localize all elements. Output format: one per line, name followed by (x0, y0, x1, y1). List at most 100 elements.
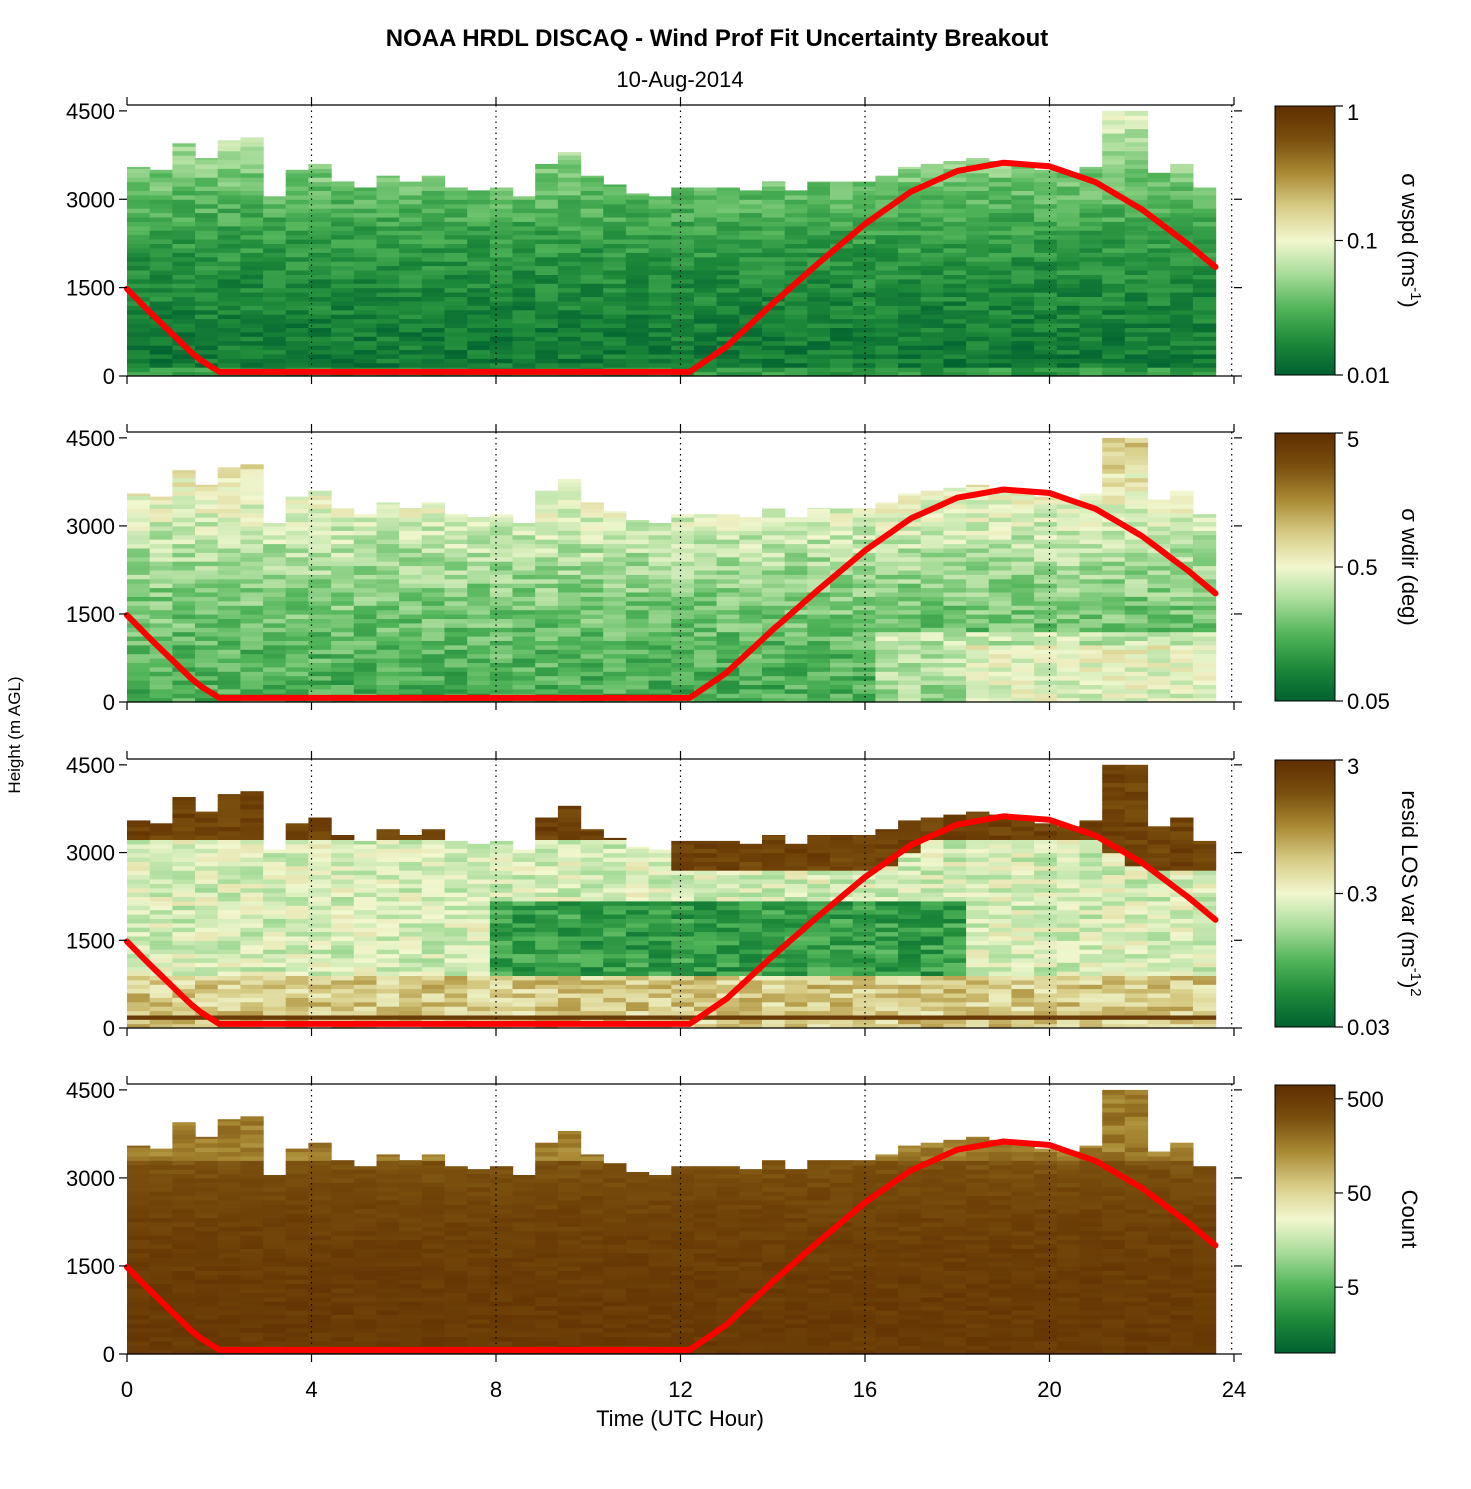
heatmap-cell (875, 605, 899, 611)
heatmap-cell (263, 349, 287, 355)
heatmap-cell (671, 358, 695, 364)
heatmap-cell (966, 256, 990, 262)
heatmap-cell (988, 609, 1013, 615)
heatmap-cell (353, 534, 378, 540)
heatmap-cell (762, 697, 786, 703)
heatmap-cell (671, 362, 695, 368)
heatmap-cell (376, 653, 400, 659)
heatmap-cell (512, 530, 536, 536)
heatmap-cell (195, 887, 219, 893)
heatmap-cell (1011, 225, 1035, 231)
heatmap-cell (762, 591, 786, 597)
heatmap-cell (240, 997, 264, 1003)
heatmap-cell (172, 649, 196, 655)
heatmap-cell (762, 305, 786, 311)
heatmap-cell (1056, 349, 1081, 355)
heatmap-cell (694, 697, 718, 703)
heatmap-cell (807, 349, 831, 355)
heatmap-cell (127, 327, 151, 333)
heatmap-cell (762, 345, 786, 351)
heatmap-cell (376, 256, 400, 262)
heatmap-cell (943, 487, 967, 492)
heatmap-cell (1079, 247, 1103, 253)
heatmap-cell (1056, 508, 1081, 514)
heatmap-cell (149, 221, 173, 227)
heatmap-cell (852, 600, 876, 606)
heatmap-cell (240, 883, 264, 889)
heatmap-cell (240, 517, 264, 523)
heatmap-cell (535, 186, 559, 191)
heatmap-cell (331, 508, 355, 509)
heatmap-cell (512, 644, 536, 650)
heatmap-cell (920, 300, 944, 306)
heatmap-cell (512, 539, 536, 545)
heatmap-cell (943, 247, 967, 253)
heatmap-cell (512, 247, 536, 253)
heatmap-cell (739, 194, 763, 200)
heatmap-cell (172, 874, 196, 880)
heatmap-cell (694, 671, 718, 677)
heatmap-cell (149, 618, 173, 624)
heatmap-cell (308, 340, 332, 346)
heatmap-cell (580, 671, 604, 677)
heatmap-cell (353, 234, 378, 240)
heatmap-cell (217, 861, 241, 867)
heatmap-cell (1011, 203, 1035, 209)
heatmap-cell (195, 318, 219, 324)
heatmap-cell (376, 547, 400, 553)
heatmap-cell (1102, 503, 1126, 509)
heatmap-cell (1034, 605, 1058, 611)
heatmap-cell (467, 221, 491, 227)
heatmap-cell (557, 261, 582, 267)
heatmap-cell (580, 230, 604, 236)
heatmap-cell (1011, 172, 1035, 178)
heatmap-cell (195, 944, 219, 950)
heatmap-cell (739, 653, 763, 659)
heatmap-cell (875, 318, 899, 324)
heatmap-cell (263, 292, 287, 297)
heatmap-cell (172, 168, 196, 174)
heatmap-cell (966, 340, 990, 346)
heatmap-cell (694, 596, 718, 602)
heatmap-cell (1124, 631, 1149, 637)
heatmap-cell (195, 503, 219, 509)
heatmap-cell (172, 252, 196, 258)
heatmap-cell (512, 666, 536, 672)
heatmap-cell (467, 292, 491, 297)
heatmap-cell (988, 353, 1013, 359)
heatmap-cell (648, 278, 672, 284)
heatmap-cell (1147, 256, 1171, 262)
heatmap-cell (557, 508, 582, 514)
heatmap-cell (217, 940, 241, 946)
heatmap-cell (127, 997, 151, 1003)
heatmap-cell (988, 578, 1013, 584)
heatmap-cell (671, 305, 695, 311)
heatmap-cell (716, 693, 740, 699)
heatmap-cell (263, 353, 287, 359)
heatmap-cell (489, 574, 514, 580)
heatmap-cell (762, 349, 786, 355)
heatmap-cell (1147, 499, 1171, 505)
heatmap-cell (195, 252, 219, 258)
heatmap-cell (1147, 327, 1171, 333)
heatmap-cell (149, 556, 173, 562)
heatmap-cell (716, 292, 740, 297)
heatmap-cell (1011, 680, 1035, 685)
heatmap-cell (852, 666, 876, 672)
heatmap-cell (603, 666, 627, 672)
heatmap-cell (263, 922, 287, 928)
heatmap-cell (240, 181, 264, 187)
heatmap-cell (671, 274, 695, 280)
heatmap-cell (240, 1006, 264, 1012)
heatmap-cell (195, 574, 219, 580)
heatmap-cell (240, 826, 264, 832)
heatmap-cell (625, 225, 650, 231)
heatmap-cell (285, 552, 309, 558)
heatmap-cell (625, 583, 650, 589)
heatmap-cell (1056, 653, 1081, 659)
heatmap-cell (830, 556, 854, 562)
heatmap-cell (285, 261, 309, 267)
heatmap-cell (1124, 627, 1149, 633)
heatmap-cell (172, 331, 196, 337)
heatmap-cell (263, 962, 287, 968)
